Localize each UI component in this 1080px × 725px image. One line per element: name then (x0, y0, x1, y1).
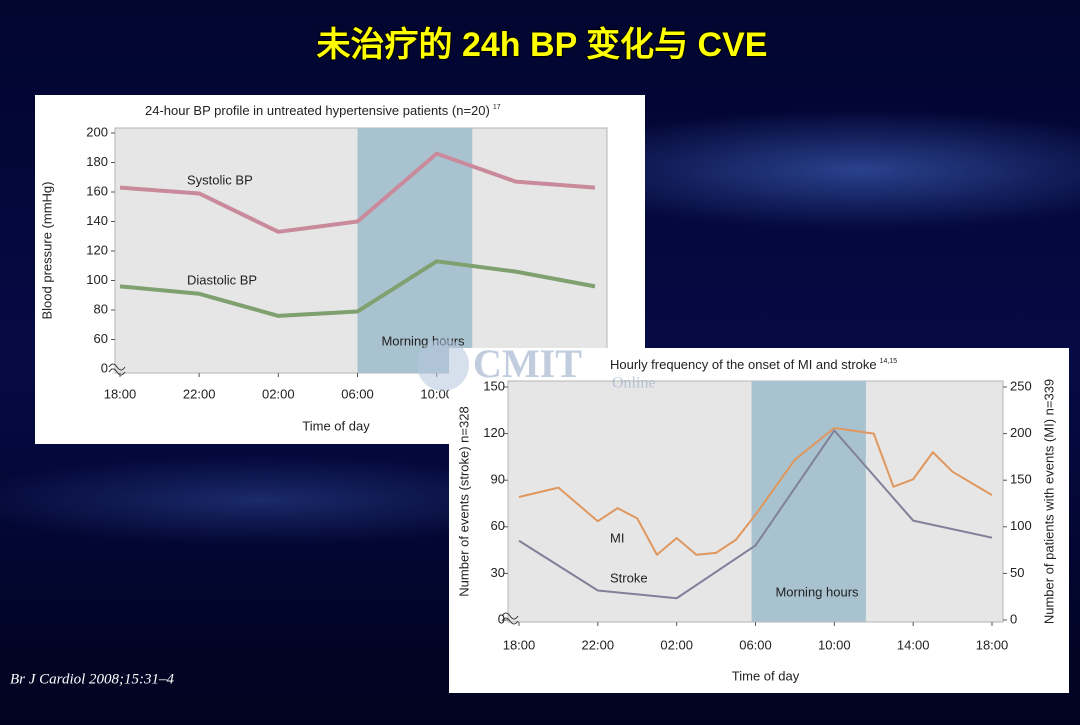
watermark-text: CMIT (473, 341, 582, 386)
morning-band (357, 128, 473, 373)
x-tick-label: 10:00 (818, 637, 851, 652)
y-tick-label: 120 (483, 425, 505, 440)
background-glow (0, 455, 560, 545)
chart-title-text: Hourly frequency of the onset of MI and … (610, 357, 877, 372)
x-tick-label: 18:00 (503, 637, 536, 652)
x-tick-label: 22:00 (183, 386, 216, 401)
charts: Morning hours 0 60 80 100 120 140 160 180 200 18:0… (35, 95, 1069, 693)
watermark: CMIT Online (417, 339, 656, 392)
slide-title: 未治疗的 24h BP 变化与 CVE (317, 26, 768, 64)
x-axis-label: Time of day (302, 418, 370, 433)
x-tick-label: 02:00 (660, 637, 693, 652)
x-tick-label: 06:00 (341, 386, 374, 401)
series-label: MI (610, 530, 624, 545)
x-axis-label: Time of day (732, 668, 800, 683)
y-tick-label: 0 (101, 360, 108, 375)
y-tick-label: 30 (491, 565, 505, 580)
y2-tick-label: 200 (1010, 425, 1032, 440)
watermark-globe (417, 339, 469, 391)
y2-tick-label: 0 (1010, 611, 1017, 626)
morning-band (751, 381, 866, 622)
chart-title: 24-hour BP profile in untreated hyperten… (145, 103, 501, 118)
x-tick-label: 02:00 (262, 386, 295, 401)
x-tick-label: 18:00 (104, 386, 137, 401)
y2-tick-label: 250 (1010, 378, 1032, 393)
y-tick-label: 180 (86, 154, 108, 169)
series-line (518, 429, 993, 600)
x-tick-label: 14:00 (897, 637, 930, 652)
axis-break (108, 363, 126, 376)
y-axis-label: Number of events (stroke) n=328 (456, 406, 471, 596)
y-tick-label: 150 (483, 378, 505, 393)
chart-title-text: 24-hour BP profile in untreated hyperten… (145, 103, 490, 118)
title-superscript: 17 (493, 104, 501, 111)
citation: Br J Cardiol 2008;15:31–4 (10, 671, 175, 687)
y-tick-label: 100 (86, 272, 108, 287)
y-tick-label: 140 (86, 213, 108, 228)
axis-break (501, 612, 519, 625)
y-tick-label: 120 (86, 242, 108, 257)
watermark-text: Online (612, 375, 656, 392)
series-label: Diastolic BP (187, 272, 257, 287)
y-tick-label: 0 (498, 611, 505, 626)
y2-tick-label: 150 (1010, 472, 1032, 487)
y2-tick-label: 100 (1010, 518, 1032, 533)
y-tick-label: 160 (86, 183, 108, 198)
y-tick-label: 60 (491, 518, 505, 533)
chart-title: Hourly frequency of the onset of MI and … (610, 357, 897, 372)
background-glow (540, 110, 1080, 230)
x-tick-label: 22:00 (582, 637, 615, 652)
x-tick-label: 18:00 (976, 637, 1009, 652)
x-tick-label: 06:00 (739, 637, 772, 652)
chart: Morning hours 0 30 60 90 120 150 0 50 100 150 200 25… (449, 348, 1069, 693)
series-label: Stroke (610, 570, 648, 585)
y-tick-label: 80 (94, 301, 108, 316)
y2-tick-label: 50 (1010, 565, 1024, 580)
y-tick-label: 200 (86, 124, 108, 139)
series-label: Systolic BP (187, 172, 253, 187)
y-tick-label: 90 (491, 472, 505, 487)
y2-axis-label: Number of patients with events (MI) n=33… (1041, 379, 1056, 624)
y-tick-label: 60 (94, 331, 108, 346)
series-line (518, 427, 993, 556)
y-axis-label: Blood pressure (mmHg) (39, 182, 54, 320)
series-line (119, 151, 596, 234)
title-superscript: 14,15 (880, 358, 898, 365)
band-label: Morning hours (775, 584, 859, 599)
series-line (119, 259, 596, 318)
